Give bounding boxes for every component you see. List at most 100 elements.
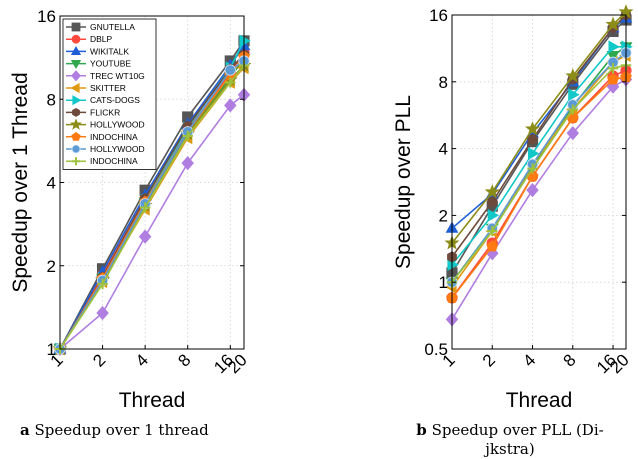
x-tick-label: 4 xyxy=(132,350,152,370)
caption-a: a Speedup over 1 thread xyxy=(20,421,320,440)
legend-label: GNUTELLA xyxy=(90,22,135,32)
data-point xyxy=(487,196,498,208)
series-line xyxy=(451,14,627,258)
legend-label: CATS-DOGS xyxy=(90,95,140,105)
series-gnutella-0 xyxy=(446,14,632,279)
data-point xyxy=(525,121,540,136)
x-tick-label: 4 xyxy=(519,350,539,370)
legend-marker xyxy=(72,107,80,117)
data-point xyxy=(608,40,620,54)
x-tick-label: 2 xyxy=(479,350,499,370)
y-tick-label: 0.5 xyxy=(424,340,448,359)
y-tick-label: 1 xyxy=(439,273,448,292)
y-tick-label: 4 xyxy=(47,174,56,193)
series-line xyxy=(451,76,627,299)
data-point xyxy=(182,130,193,142)
series-trec-wt10g-4 xyxy=(445,72,633,327)
x-tick-label: 1 xyxy=(439,350,459,370)
data-point xyxy=(565,68,581,83)
series-dblp-1 xyxy=(446,64,632,304)
data-point xyxy=(487,209,500,222)
legend-label: FLICKR xyxy=(90,107,120,117)
caption-b-text-line2: jkstra) xyxy=(485,440,535,458)
y-tick-label: 4 xyxy=(439,140,448,159)
legend-label: WIKITALK xyxy=(90,46,129,56)
caption-b: b Speedup over PLL (Di- jkstra) xyxy=(380,421,638,459)
legend-marker xyxy=(72,95,82,106)
data-point xyxy=(605,16,621,31)
legend-box xyxy=(62,18,157,170)
y-tick-label: 2 xyxy=(47,257,56,276)
legend-marker xyxy=(70,82,80,94)
data-point xyxy=(527,163,538,174)
y-tick-label: 16 xyxy=(429,6,448,25)
legend-label: TREC WT10G xyxy=(90,71,145,81)
y-tick-label: 2 xyxy=(439,206,448,225)
legend-entry: FLICKR xyxy=(66,107,120,117)
data-point xyxy=(567,104,578,115)
data-point xyxy=(527,133,538,146)
series-indochina-9 xyxy=(446,70,632,303)
x-tick-label: 8 xyxy=(174,350,194,370)
y-axis-title: Speedup over 1 Thread xyxy=(9,72,32,292)
data-point xyxy=(239,34,251,48)
legend-label: INDOCHINA xyxy=(90,132,138,142)
caption-a-letter: a xyxy=(20,421,30,439)
data-point xyxy=(139,202,151,213)
series-line xyxy=(451,78,627,320)
legend-marker xyxy=(71,144,81,154)
data-point xyxy=(526,182,539,198)
x-tick-label: 8 xyxy=(559,350,579,370)
series-indochina-11 xyxy=(446,60,632,288)
data-point xyxy=(568,88,580,102)
series-line xyxy=(451,19,627,274)
legend-label: INDOCHINA xyxy=(90,156,138,166)
y-tick-label: 8 xyxy=(439,73,448,92)
data-point xyxy=(486,240,499,252)
legend-marker xyxy=(71,70,81,82)
series-wikitalk-2 xyxy=(445,11,633,233)
legend-entry: CATS-DOGS xyxy=(66,95,140,106)
data-point xyxy=(181,155,194,171)
x-axis-title: Thread xyxy=(506,389,573,412)
data-point xyxy=(138,229,152,244)
legend-label: SKITTER xyxy=(90,83,126,93)
legend-marker xyxy=(72,157,80,166)
y-tick-label: 8 xyxy=(47,90,56,109)
data-point xyxy=(607,73,619,85)
legend-entry: INDOCHINA xyxy=(66,132,138,142)
legend-marker xyxy=(71,34,81,44)
data-point xyxy=(96,305,109,321)
data-point xyxy=(487,225,498,237)
legend-marker xyxy=(71,131,81,141)
series-flickr-7 xyxy=(447,9,631,263)
legend-entry: HOLLYWOOD xyxy=(66,144,145,154)
data-point xyxy=(97,278,108,290)
data-point xyxy=(566,125,580,141)
legend-marker xyxy=(70,45,82,55)
data-point xyxy=(528,147,540,160)
caption-b-text-line1: Speedup over PLL (Di- xyxy=(431,421,604,439)
legend-marker xyxy=(70,118,82,130)
plot-frame xyxy=(451,14,627,350)
x-tick-label: 2 xyxy=(89,350,109,370)
x-axis-title: Thread xyxy=(119,389,186,412)
y-tick-label: 1 xyxy=(47,340,56,359)
data-point xyxy=(607,63,619,74)
legend-entry: YOUTUBE xyxy=(66,59,131,70)
y-axis-title: Speedup over PLL xyxy=(392,95,415,269)
legend-entry: TREC WT10G xyxy=(66,70,145,82)
caption-b-line1: b Speedup over PLL (Di- xyxy=(380,421,638,440)
series-line xyxy=(451,64,627,283)
data-point xyxy=(484,184,500,199)
data-point xyxy=(224,98,237,113)
legend-marker xyxy=(71,22,81,32)
caption-a-text: Speedup over 1 thread xyxy=(34,421,209,439)
caption-b-letter: b xyxy=(416,421,427,439)
x-tick-label: 20 xyxy=(224,350,251,377)
legend-label: DBLP xyxy=(90,34,113,44)
legend-entry: GNUTELLA xyxy=(66,22,135,32)
